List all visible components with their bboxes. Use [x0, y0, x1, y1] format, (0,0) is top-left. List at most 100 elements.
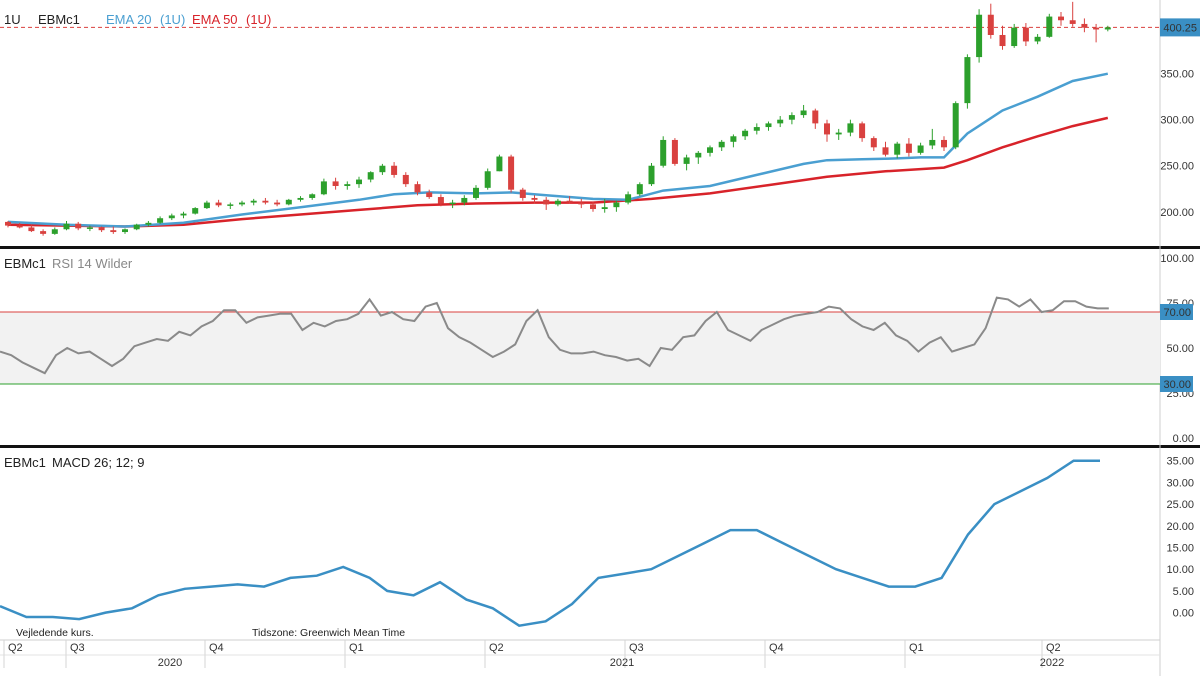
candle-body — [531, 197, 538, 200]
candle-body — [636, 184, 643, 195]
x-year-label: 2022 — [1040, 657, 1064, 669]
candle-body — [426, 192, 433, 198]
candle-body — [730, 136, 737, 142]
ema50-interval: (1U) — [246, 12, 271, 27]
rsi-level-label: 70.00 — [1163, 307, 1191, 319]
time-axis: Q2 Q3 Q4 Q1 Q2 Q3 Q4 Q1 Q2 2020 2021 2022 — [3, 640, 1064, 669]
candle-body — [929, 139, 936, 146]
candle-body — [16, 225, 23, 228]
candle-body — [98, 227, 105, 231]
candle-body — [484, 171, 491, 188]
rsi-indicator-label[interactable]: RSI 14 Wilder — [52, 256, 133, 271]
price-y-tick: 200.00 — [1160, 207, 1194, 219]
candle-body — [145, 222, 152, 225]
candle-body — [379, 165, 386, 173]
macd-symbol: EBMc1 — [4, 455, 46, 470]
macd-indicator-label[interactable]: MACD 26; 12; 9 — [52, 455, 145, 470]
candle-body — [168, 215, 175, 219]
x-quarter-label: Q2 — [8, 642, 23, 654]
candle-body — [320, 181, 327, 195]
candle-body — [63, 223, 70, 230]
candle-body — [180, 213, 187, 216]
x-quarter-label: Q1 — [909, 642, 924, 654]
candle-body — [742, 130, 749, 137]
macd-y-tick: 25.00 — [1166, 499, 1194, 511]
candle-body — [835, 132, 842, 135]
candle-body — [882, 147, 889, 155]
candle-body — [51, 229, 58, 234]
candle-body — [250, 200, 257, 203]
candle-body — [309, 194, 316, 198]
candle-body — [402, 174, 409, 185]
x-quarter-label: Q3 — [70, 642, 85, 654]
rsi-level-badge — [1160, 304, 1193, 320]
candle-body — [215, 202, 222, 206]
candle-body — [601, 207, 608, 210]
candle-body — [777, 119, 784, 124]
candle-body — [590, 204, 596, 210]
candle-body — [613, 202, 620, 208]
candle-body — [297, 197, 304, 200]
ema20-label[interactable]: EMA 20 — [106, 12, 152, 27]
candle-body — [449, 202, 456, 205]
candle-body — [496, 156, 503, 172]
rsi-level-badge — [1160, 376, 1193, 392]
candle-body — [461, 197, 468, 203]
candle-body — [157, 218, 164, 223]
candle-body — [859, 123, 866, 139]
candle-body — [847, 123, 854, 133]
candle-body — [239, 202, 245, 205]
candle-body — [473, 187, 479, 198]
candle-body — [356, 179, 362, 185]
macd-y-tick: 35.00 — [1166, 456, 1194, 468]
candle-body — [707, 147, 713, 153]
candle-body — [1022, 27, 1029, 42]
candle-body — [262, 200, 269, 203]
candle-body — [75, 223, 82, 229]
candle-body — [344, 184, 351, 186]
candle-body — [1058, 16, 1064, 21]
panel-divider — [0, 246, 1200, 249]
ema50-line — [7, 116, 1109, 228]
x-year-label: 2020 — [158, 657, 182, 669]
candle-body — [110, 230, 117, 233]
x-quarter-label: Q3 — [629, 642, 644, 654]
rsi-y-tick: 50.00 — [1166, 343, 1194, 355]
price-y-tick: 350.00 — [1160, 69, 1194, 81]
candle-body — [192, 208, 199, 214]
candle-body — [894, 143, 901, 155]
candle-body — [122, 229, 128, 233]
price-y-tick: 300.00 — [1160, 115, 1194, 127]
rsi-level-label: 30.00 — [1163, 379, 1191, 391]
rsi-line — [0, 296, 1109, 375]
candle-body — [952, 103, 959, 148]
rsi-y-tick: 0.00 — [1173, 433, 1194, 445]
panel-divider — [0, 445, 1200, 448]
ema20-interval: (1U) — [160, 12, 185, 27]
price-y-tick: 250.00 — [1160, 161, 1194, 173]
x-quarter-label: Q2 — [489, 642, 504, 654]
footer-note: Vejledende kurs. — [16, 627, 94, 639]
macd-y-tick: 30.00 — [1166, 477, 1194, 489]
candle-body — [812, 110, 819, 124]
macd-y-tick: 15.00 — [1166, 543, 1194, 555]
x-quarter-label: Q2 — [1046, 642, 1061, 654]
candle-body — [660, 139, 667, 166]
candle-body — [40, 231, 47, 234]
candle-body — [917, 145, 924, 153]
interval-label[interactable]: 1U — [4, 12, 21, 27]
candle-body — [367, 172, 374, 180]
candle-body — [824, 123, 830, 135]
ema50-label[interactable]: EMA 50 — [192, 12, 238, 27]
candle-body — [800, 110, 807, 116]
candle-body — [964, 57, 971, 104]
candle-body — [519, 189, 526, 198]
candle-body — [1069, 20, 1076, 24]
symbol-label: EBMc1 — [38, 12, 80, 27]
candle-body — [941, 139, 947, 148]
candle-body — [1081, 23, 1088, 28]
candle-body — [905, 143, 912, 153]
candle-body — [203, 202, 210, 209]
